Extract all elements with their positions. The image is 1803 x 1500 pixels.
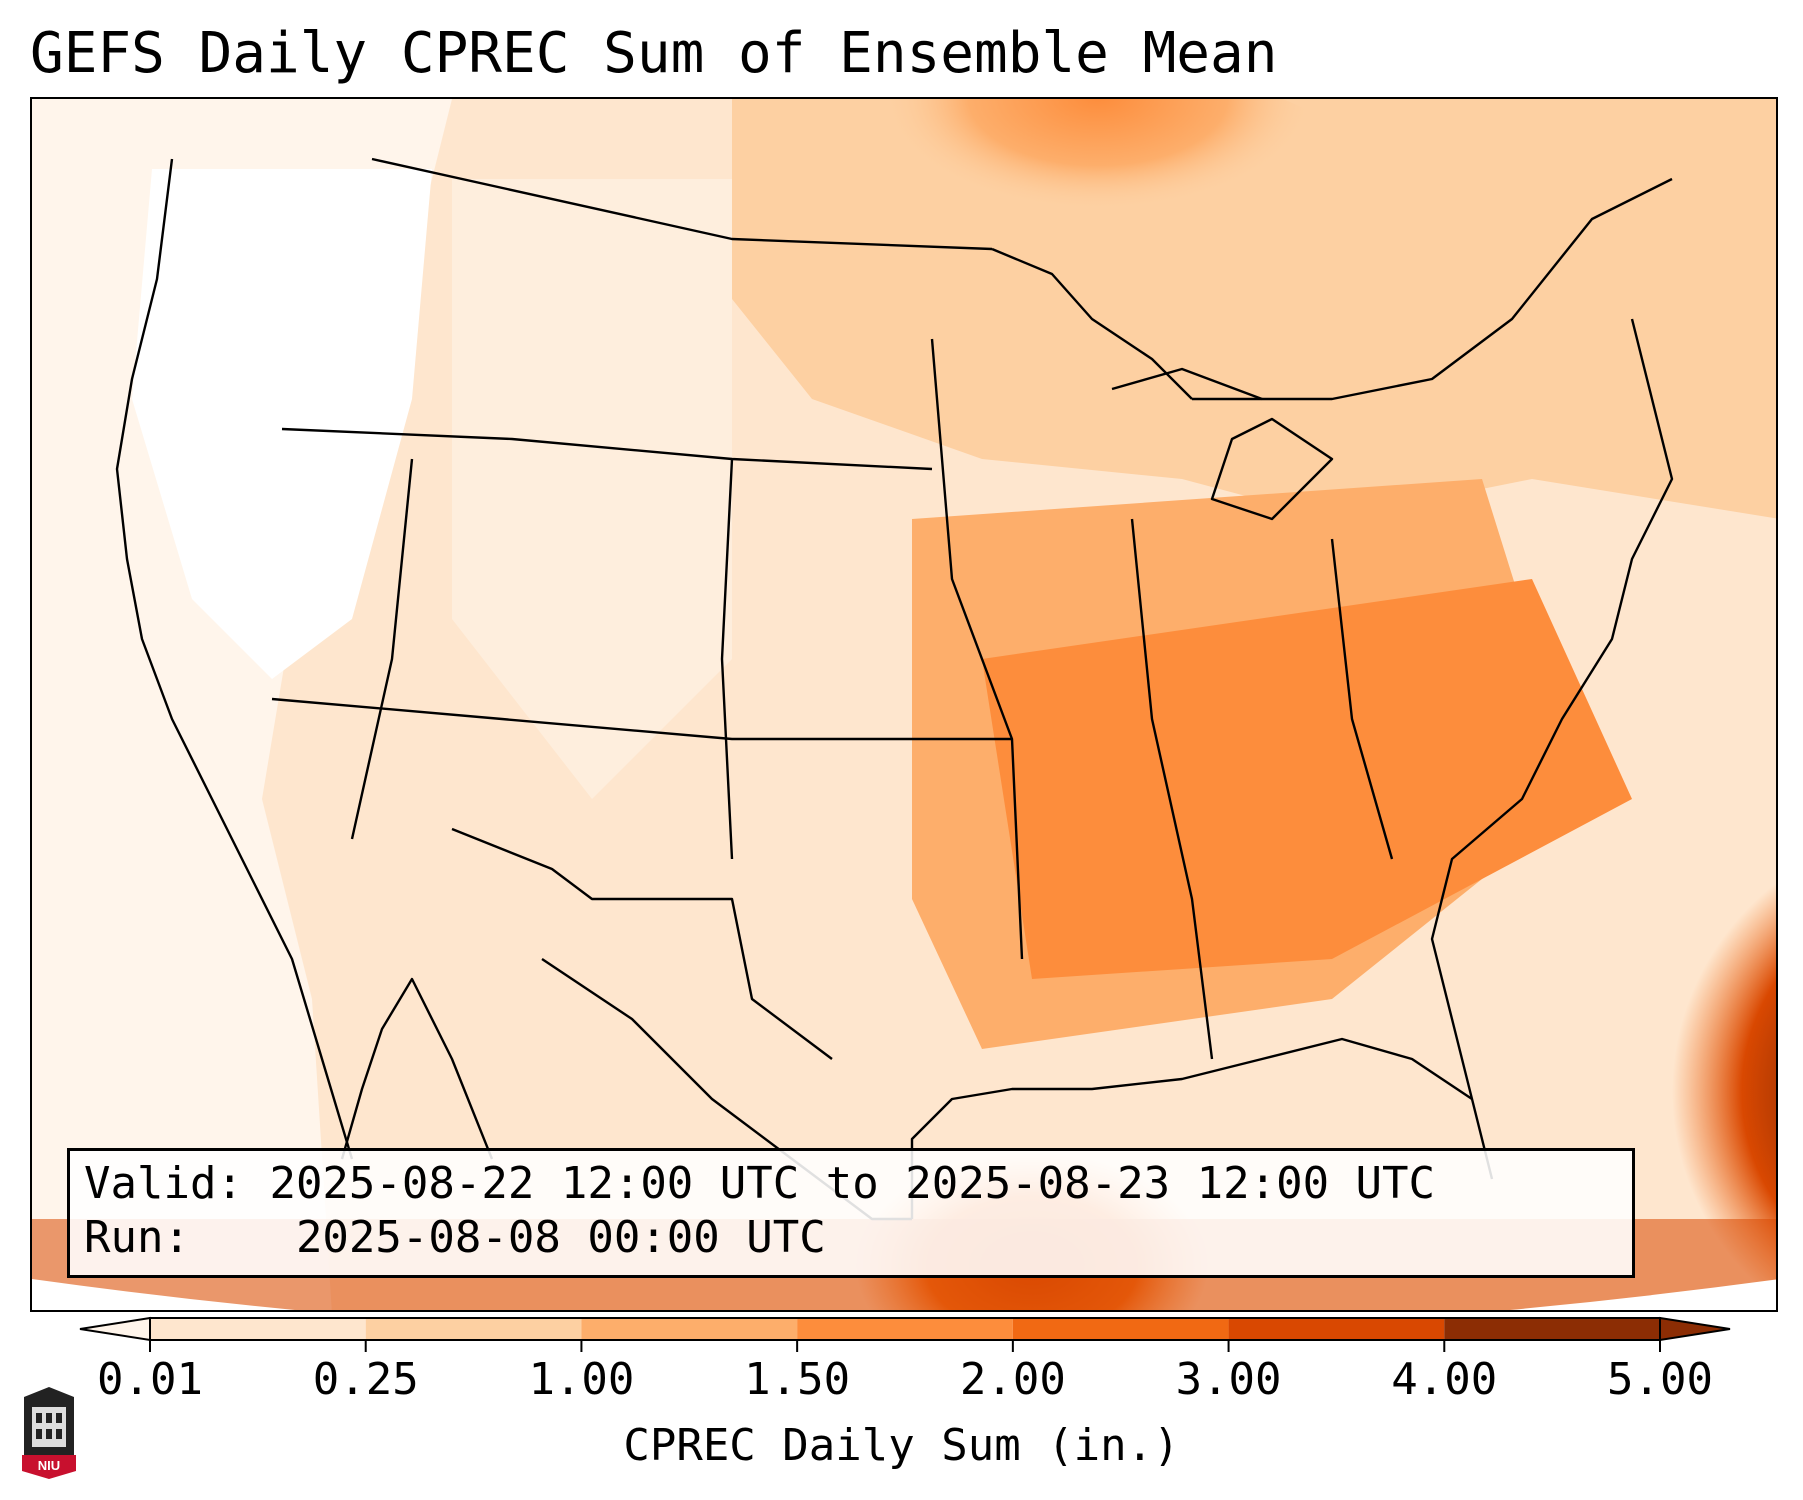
colorado-line	[720, 458, 734, 860]
colorbar-label: CPREC Daily Sum (in.)	[623, 1420, 1180, 1471]
borders	[115, 157, 1674, 1221]
colorbar-segment	[1228, 1318, 1445, 1340]
colorbar-segment	[150, 1318, 366, 1340]
appalachian-line	[1330, 538, 1394, 860]
canada-border-lakes	[991, 247, 1193, 400]
run-row: Run: 2025-08-08 00:00 UTC	[84, 1211, 1618, 1265]
niu-logo-icon: NIU	[22, 1387, 76, 1479]
colorbar-segment	[1012, 1318, 1229, 1340]
run-label: Run:	[84, 1212, 190, 1263]
north-high-field	[702, 99, 1422, 439]
colorbar-segments	[79, 1316, 1731, 1342]
colorbar-tick-label: 1.00	[528, 1354, 635, 1405]
nevada-line	[350, 458, 414, 840]
projection-edge	[32, 1279, 1776, 1310]
precip-map	[30, 97, 1778, 1312]
colorbar-outline	[149, 1317, 1661, 1341]
west-dry-field	[132, 169, 432, 679]
valid-label: Valid:	[84, 1158, 243, 1209]
gulf-coast	[910, 1037, 1473, 1219]
colorbar-tick-label: 0.25	[312, 1354, 419, 1405]
state-line-2	[271, 697, 1012, 741]
midwest-line	[1130, 518, 1214, 1060]
canada-border-east	[1192, 177, 1673, 401]
east-coast	[1430, 318, 1674, 1180]
colorbar-tick-label: 1.50	[744, 1354, 851, 1405]
lake-michigan-huron	[1210, 417, 1334, 521]
valid-value: 2025-08-22 12:00 UTC to 2025-08-23 12:00…	[269, 1158, 1436, 1209]
colorbar-tick-label: 3.00	[1175, 1354, 1282, 1405]
colorbar-segment	[797, 1318, 1013, 1340]
colorbar-arrow-high	[1659, 1316, 1731, 1342]
lake-superior	[1111, 367, 1263, 401]
mexico-border	[451, 827, 833, 1060]
logo-text: NIU	[38, 1458, 60, 1473]
run-value: 2025-08-08 00:00 UTC	[295, 1212, 826, 1263]
map-canvas	[32, 99, 1776, 1310]
colorbar-tick-label: 2.00	[959, 1354, 1066, 1405]
colorbar-segment	[1444, 1318, 1660, 1340]
chart-title: GEFS Daily CPREC Sum of Ensemble Mean	[30, 21, 1278, 86]
valid-row: Valid: 2025-08-22 12:00 UTC to 2025-08-2…	[84, 1157, 1618, 1211]
canada-border-west	[371, 157, 993, 251]
rockies-field	[452, 179, 732, 799]
state-line-1	[281, 427, 933, 471]
colorbar-segment	[581, 1318, 798, 1340]
colorbar-tick-marks	[149, 1340, 1661, 1352]
valid-run-box: Valid: 2025-08-22 12:00 UTC to 2025-08-2…	[67, 1148, 1635, 1278]
colorbar-tick-label: 0.01	[97, 1354, 203, 1405]
colorbar-tick-label: 4.00	[1391, 1354, 1498, 1405]
west-coast	[115, 158, 354, 1160]
baja-coast	[340, 977, 494, 1160]
colorbar-segment	[365, 1318, 582, 1340]
plains-line	[930, 338, 1024, 960]
colorbar-arrow-low	[79, 1316, 151, 1342]
colorbar	[79, 1316, 1731, 1352]
colorbar-tick-label: 5.00	[1607, 1354, 1713, 1405]
